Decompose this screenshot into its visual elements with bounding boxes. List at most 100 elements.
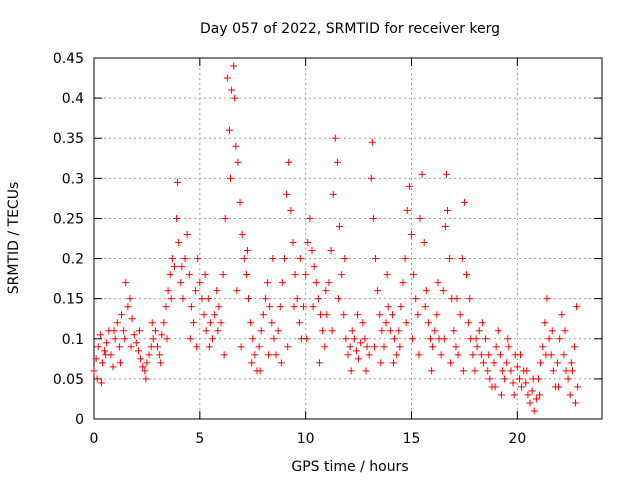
data-point (412, 295, 420, 303)
data-point (312, 279, 320, 287)
data-point (473, 343, 481, 351)
data-point (134, 347, 142, 355)
plot-frame (93, 57, 603, 420)
data-point (421, 303, 429, 311)
data-point (145, 351, 153, 359)
data-point (504, 335, 512, 343)
data-point (231, 94, 239, 102)
data-point (556, 335, 564, 343)
data-point (316, 311, 324, 319)
data-point (90, 367, 98, 375)
data-point (142, 375, 150, 383)
data-point (143, 359, 151, 367)
data-point (284, 343, 292, 351)
data-point (452, 343, 460, 351)
data-point (227, 174, 235, 182)
y-tick-label: 0.45 (53, 51, 84, 67)
data-point (415, 351, 423, 359)
y-tick-label: 0.35 (53, 131, 84, 147)
data-point (518, 383, 526, 391)
data-point (156, 351, 164, 359)
data-point (560, 351, 568, 359)
data-point (257, 327, 265, 335)
data-point (204, 295, 212, 303)
data-point (477, 351, 485, 359)
axis-ticks: 0 0.05 0.1 0.15 0.2 0.25 0.3 0.35 0.4 0.45 0 5 10 15 2… (53, 51, 602, 447)
data-point (523, 367, 531, 375)
data-point (327, 247, 335, 255)
data-point (201, 271, 209, 279)
data-point (274, 327, 282, 335)
data-point (110, 327, 118, 335)
data-point (482, 335, 490, 343)
data-point (433, 311, 441, 319)
data-point (285, 158, 293, 166)
data-point (198, 295, 206, 303)
data-point (178, 263, 186, 271)
data-point (549, 367, 557, 375)
data-point (372, 255, 380, 263)
data-point (377, 359, 385, 367)
data-point (126, 295, 134, 303)
data-point (322, 287, 330, 295)
data-point (192, 287, 200, 295)
data-point (548, 327, 556, 335)
data-point (163, 335, 171, 343)
data-point (362, 367, 370, 375)
data-point (209, 335, 217, 343)
data-point (342, 335, 350, 343)
data-point (410, 271, 418, 279)
data-point (509, 379, 517, 387)
data-point (242, 271, 250, 279)
data-point (157, 359, 165, 367)
data-point (194, 255, 202, 263)
data-point (574, 383, 582, 391)
data-point (515, 375, 523, 383)
data-point (166, 271, 174, 279)
data-point (230, 62, 238, 70)
data-point (363, 343, 371, 351)
data-point (454, 351, 462, 359)
data-point (314, 295, 322, 303)
x-tick-label: 15 (403, 431, 421, 447)
data-point (567, 359, 575, 367)
data-point (167, 295, 175, 303)
y-axis-label: SRMTID / TECUs (6, 182, 22, 295)
data-point (233, 287, 241, 295)
y-tick-label: 0 (75, 412, 84, 428)
data-point (528, 387, 536, 395)
data-point (94, 343, 102, 351)
data-point (177, 279, 185, 287)
data-point (401, 255, 409, 263)
data-point (429, 343, 437, 351)
data-point (223, 74, 231, 82)
data-point (217, 319, 225, 327)
data-point (93, 375, 101, 383)
data-point (456, 311, 464, 319)
data-point (232, 142, 240, 150)
data-point (101, 347, 109, 355)
data-point (530, 407, 538, 415)
x-tick-label: 0 (90, 431, 99, 447)
data-point (536, 391, 544, 399)
data-point (181, 255, 189, 263)
data-point (149, 335, 157, 343)
data-point (558, 311, 566, 319)
data-point (357, 339, 365, 347)
data-point (139, 363, 147, 371)
data-point (440, 335, 448, 343)
y-tick-label: 0.25 (53, 211, 84, 227)
data-point (517, 351, 525, 359)
data-point (329, 190, 337, 198)
grid-lines (94, 58, 602, 419)
data-point (175, 239, 183, 247)
data-point (264, 279, 272, 287)
data-point (234, 158, 242, 166)
data-point (255, 343, 263, 351)
data-point (414, 311, 422, 319)
data-point (459, 367, 467, 375)
data-point (185, 271, 193, 279)
data-point (446, 255, 454, 263)
data-point (115, 343, 123, 351)
data-point (179, 295, 187, 303)
